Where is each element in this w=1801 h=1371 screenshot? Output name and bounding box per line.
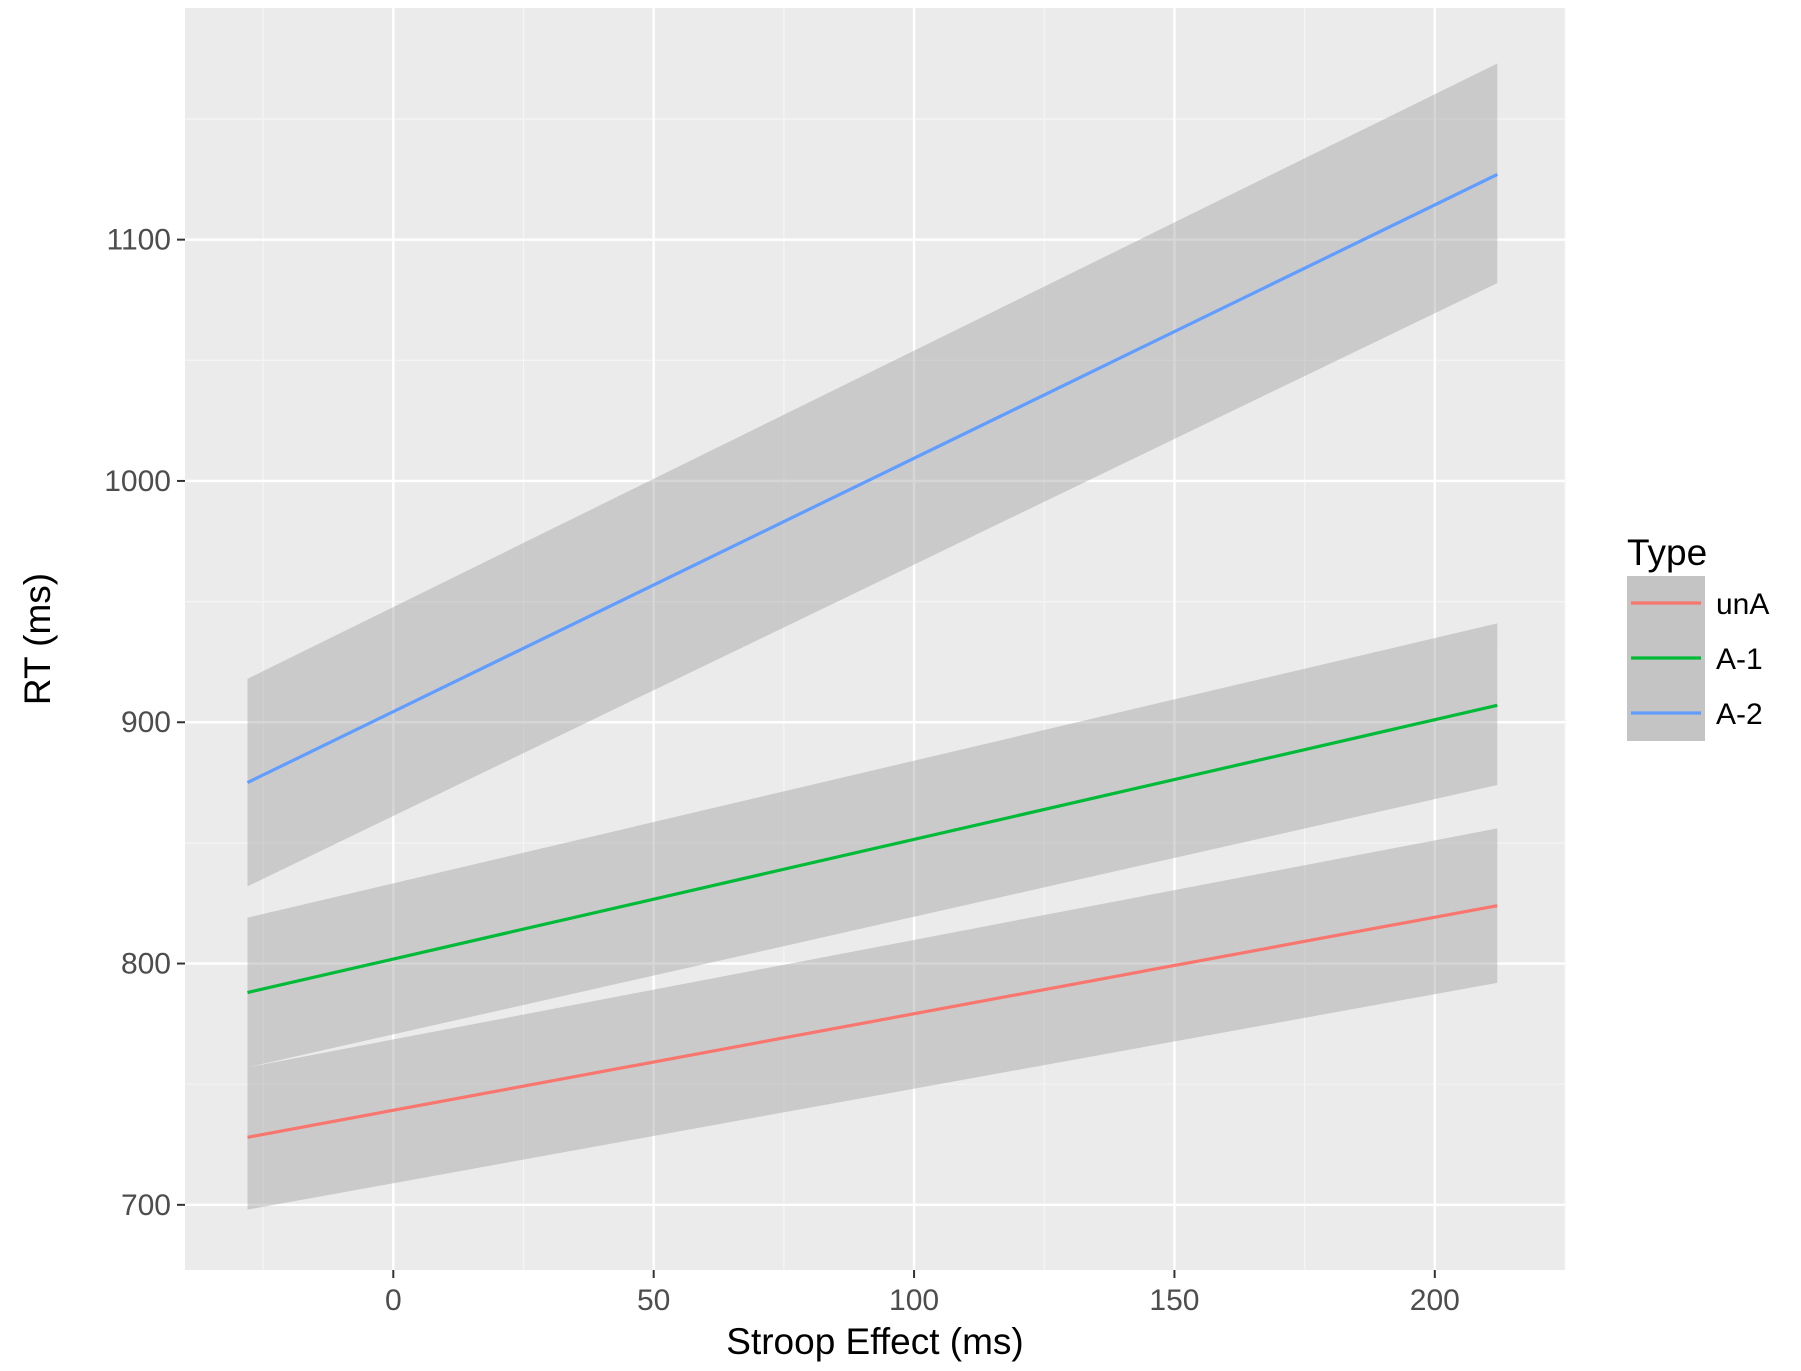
panel-background: [185, 8, 1565, 1270]
series-line-A-1: [247, 703, 1498, 995]
confidence-band-A-1: [247, 623, 1498, 1068]
legend: Type unA A-1 A-2: [1627, 532, 1769, 741]
x-tick-label: 150: [1149, 1284, 1199, 1317]
confidence-bands: [247, 63, 1498, 1210]
minor-gridlines: [185, 8, 1566, 1270]
y-tick-label: 1000: [104, 465, 171, 498]
y-tick-label: 700: [121, 1189, 171, 1222]
y-tick-label: 900: [121, 706, 171, 739]
legend-label-A-2: A-2: [1716, 698, 1763, 731]
x-tick-label: 200: [1410, 1284, 1460, 1317]
y-tick-label: 1100: [106, 224, 171, 257]
y-axis-title: RT (ms): [17, 573, 58, 705]
x-tick-label: 0: [385, 1284, 402, 1317]
major-gridlines: [185, 8, 1565, 1270]
confidence-band-A-2: [247, 63, 1498, 887]
legend-title: Type: [1627, 532, 1707, 573]
series-line-A-2: [246, 173, 1499, 785]
x-tick-label: 100: [889, 1284, 939, 1317]
x-axis-title: Stroop Effect (ms): [726, 1321, 1023, 1362]
series-lines: [246, 173, 1499, 1139]
y-axis-ticks: 700 800 900 1000 1100: [104, 224, 185, 1222]
x-axis-ticks: 0 50 100 150 200: [385, 1270, 1460, 1317]
legend-keys: unA A-1 A-2: [1627, 576, 1769, 741]
series-line-unA: [247, 904, 1498, 1139]
legend-label-A-1: A-1: [1716, 643, 1763, 676]
legend-label-unA: unA: [1716, 588, 1769, 621]
x-tick-label: 50: [637, 1284, 670, 1317]
confidence-band-unA: [247, 828, 1498, 1210]
y-tick-label: 800: [121, 948, 171, 981]
